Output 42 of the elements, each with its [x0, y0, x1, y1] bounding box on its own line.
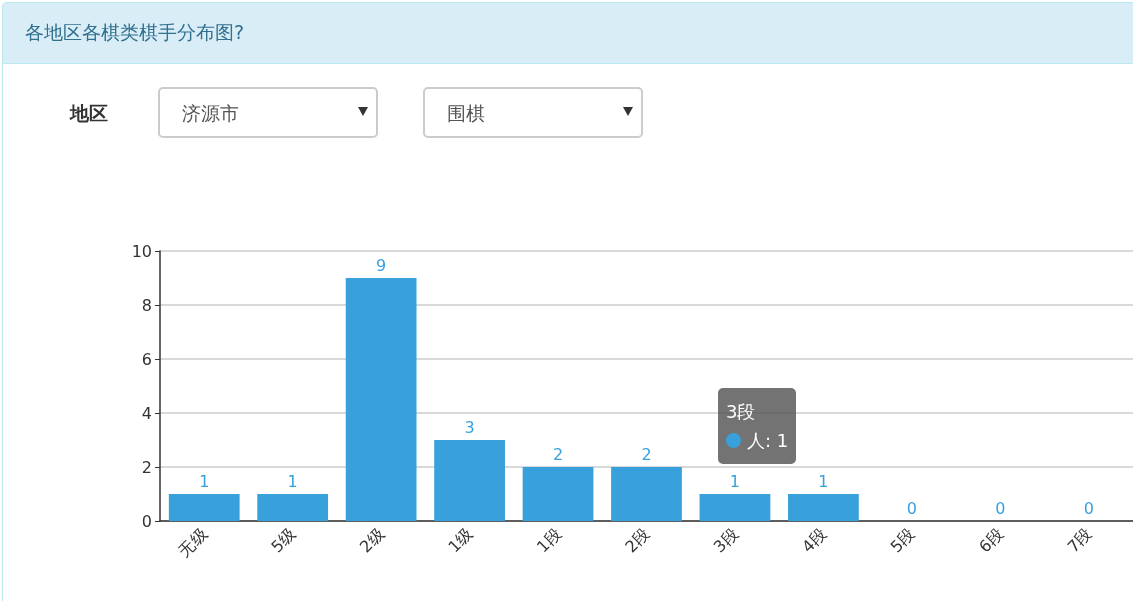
x-tick-label: 6段 [975, 524, 1008, 557]
bar [257, 494, 329, 521]
data-label: 1 [287, 471, 298, 491]
bar [345, 278, 417, 521]
annotation: 人: 1 [746, 429, 789, 453]
y-tick-label: 0 [141, 511, 152, 531]
bar [434, 440, 505, 521]
data-label: 1 [729, 471, 741, 491]
data-label: 2 [552, 444, 564, 464]
text: 济源市 [158, 87, 378, 138]
chart-title: 各地区各棋类棋手分布图? [25, 20, 245, 45]
data-label: 3 [464, 417, 475, 437]
data-label: 9 [376, 255, 387, 275]
x-tick-label: 4段 [798, 524, 831, 557]
x-tick-label: 2段 [621, 524, 654, 557]
data-label: 0 [1083, 498, 1094, 518]
x-tick-label: 5段 [886, 524, 919, 557]
y-tick-label: 6 [141, 349, 152, 369]
data-label: 2 [641, 444, 652, 464]
bar [168, 494, 240, 521]
bar [611, 467, 682, 521]
bar [699, 494, 771, 521]
data-label: 0 [995, 498, 1006, 518]
x-tick-label: 无级 [174, 524, 211, 561]
x-tick-label: 7段 [1063, 524, 1096, 557]
y-tick-label: 2 [141, 457, 152, 477]
bar [788, 494, 859, 521]
data-label: 1 [199, 471, 210, 491]
y-tick-label: 10 [131, 241, 152, 261]
data-label: 1 [818, 471, 829, 491]
x-tick-label: 1级 [444, 524, 477, 557]
text: 地区 [70, 101, 108, 126]
text: 围棋 [423, 87, 643, 138]
bar [522, 467, 594, 521]
x-tick-label: 2级 [355, 524, 388, 557]
annotation: 3段 [725, 400, 757, 424]
x-tick-label: 5级 [267, 524, 300, 557]
y-tick-label: 4 [141, 403, 152, 423]
x-tick-label: 1段 [532, 524, 565, 557]
x-tick-label: 3段 [709, 524, 742, 557]
data-label: 0 [906, 498, 917, 518]
y-tick-label: 8 [141, 295, 152, 315]
